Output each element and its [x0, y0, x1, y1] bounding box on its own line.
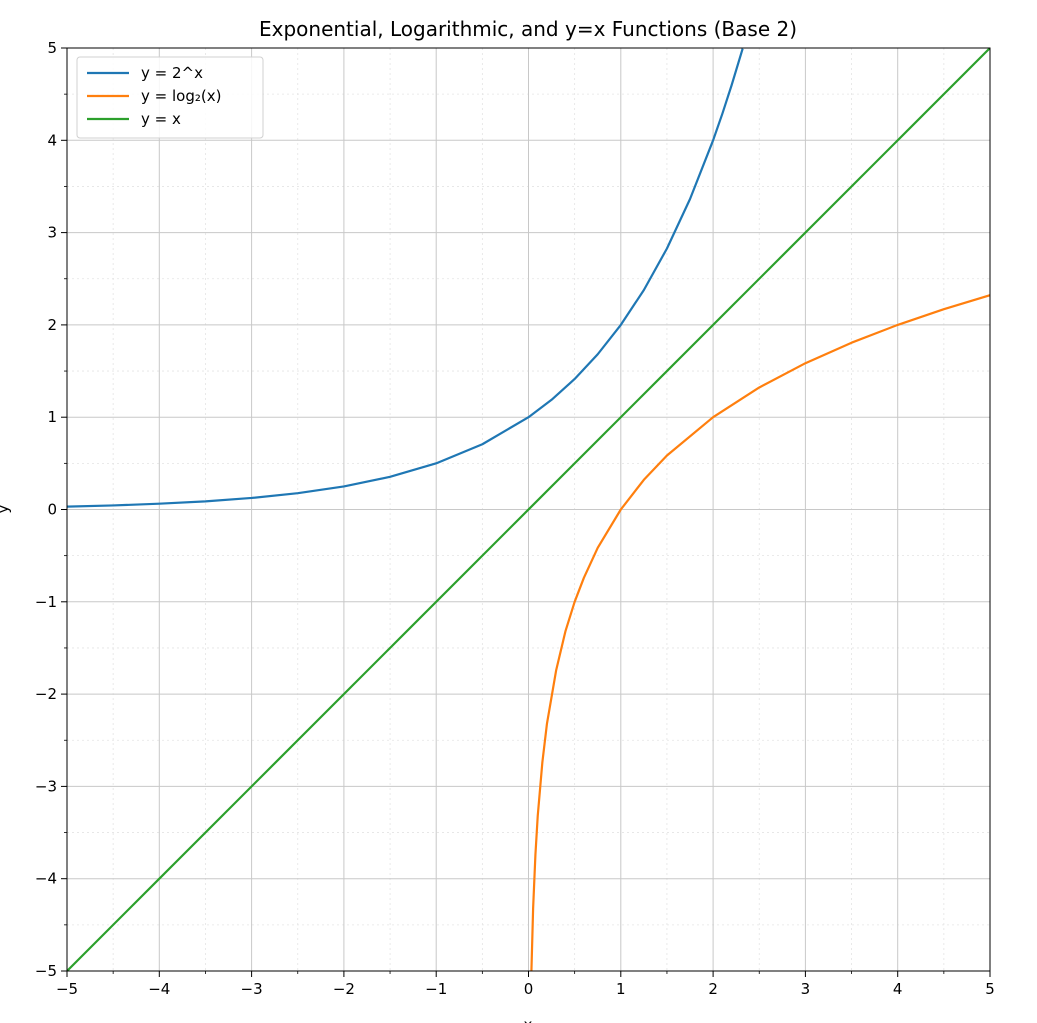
x-axis-ticks: −5 −4 −3 −2 −1 0 1 2 3 4 5 [56, 971, 995, 998]
x-tick-label: 5 [985, 980, 995, 998]
x-tick-label: −3 [241, 980, 263, 998]
x-tick-label: −4 [148, 980, 170, 998]
y-tick-label: 3 [47, 224, 57, 242]
legend-label: y = 2^x [141, 64, 203, 82]
x-tick-label: 0 [524, 980, 534, 998]
x-tick-label: 1 [616, 980, 626, 998]
y-tick-label: −5 [35, 962, 57, 980]
series-line-0 [67, 48, 744, 508]
legend: y = 2^x y = log₂(x) y = x [76, 56, 264, 139]
chart-title: Exponential, Logarithmic, and y=x Functi… [259, 17, 797, 41]
x-tick-label: −1 [425, 980, 447, 998]
y-tick-label: −1 [35, 593, 57, 611]
x-tick-label: 2 [708, 980, 718, 998]
y-tick-label: 1 [47, 408, 57, 426]
y-tick-label: 0 [47, 501, 57, 519]
series-line-2 [67, 48, 990, 971]
legend-label: y = log₂(x) [141, 87, 221, 105]
y-tick-label: 5 [47, 39, 57, 57]
y-tick-label: 4 [47, 131, 57, 149]
x-tick-label: −5 [56, 980, 78, 998]
y-tick-label: −2 [35, 685, 57, 703]
y-tick-label: −4 [35, 870, 57, 888]
plot-series [67, 48, 990, 971]
x-tick-label: 4 [893, 980, 903, 998]
legend-label: y = x [141, 110, 181, 128]
legend-box [76, 56, 264, 139]
y-axis-ticks: −5 −4 −3 −2 −1 0 1 2 3 4 5 [35, 39, 67, 980]
series-line-1 [530, 294, 990, 971]
x-axis-label: x [524, 1016, 533, 1023]
y-tick-label: 2 [47, 316, 57, 334]
x-tick-label: 3 [801, 980, 811, 998]
y-axis-label: y [0, 504, 12, 513]
y-tick-label: −3 [35, 777, 57, 795]
x-tick-label: −2 [333, 980, 355, 998]
